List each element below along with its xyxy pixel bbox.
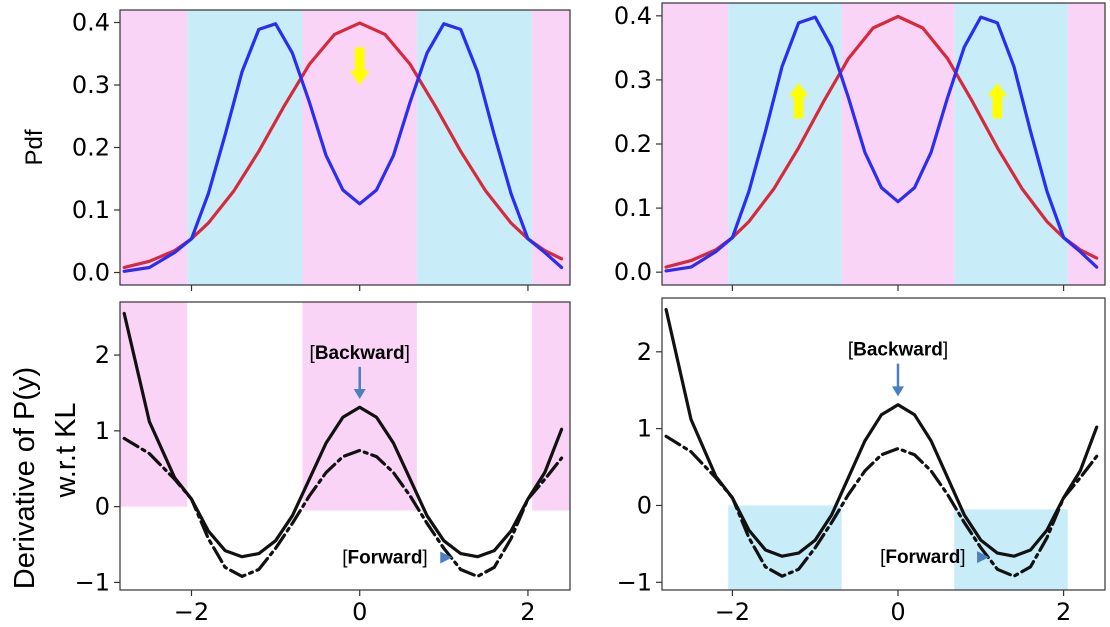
series-line-blue <box>122 22 564 273</box>
ytick-label: 0.3 <box>614 66 652 94</box>
yellow-arrow-up-icon <box>788 83 809 119</box>
plot-frame <box>661 297 1106 591</box>
shaded-region-blue <box>187 10 303 285</box>
ytick-label: 2 <box>637 338 652 366</box>
xtick-label: 2 <box>520 598 535 626</box>
ytick-label: 0.4 <box>614 2 652 30</box>
ytick-label: 0.2 <box>614 130 652 158</box>
shaded-region-blue <box>954 509 1068 590</box>
series-line-black-dashdot <box>122 436 564 578</box>
ylabel: Pdf <box>21 129 48 165</box>
shaded-region-pink <box>532 302 570 511</box>
shaded-region-pink <box>1067 3 1105 285</box>
series-line-blue <box>664 15 1099 273</box>
shaded-region-pink <box>841 3 955 285</box>
arrow-right-icon <box>977 551 990 564</box>
plot-area <box>664 307 1099 590</box>
chart-top-right: 0.0 0.1 0.2 0.3 0.4 <box>614 2 1106 291</box>
ytick-label: 0.2 <box>72 134 110 162</box>
plot-area <box>120 10 570 285</box>
arrow-right-icon <box>440 551 453 564</box>
ytick-label: 0.4 <box>72 9 110 37</box>
ytick-label: 1 <box>637 415 652 443</box>
shaded-region-pink <box>120 10 188 285</box>
ytick-label: 0.1 <box>72 196 110 224</box>
plot-frame <box>119 301 571 591</box>
shaded-region-blue <box>954 3 1068 285</box>
series-line-red <box>122 21 564 270</box>
chart-top-left: 0.0 0.1 0.2 0.3 0.4 Pdf <box>21 9 571 291</box>
ytick-label: 2 <box>95 341 110 369</box>
annotation-backward: [Backward] <box>848 340 948 361</box>
ytick-label: 0.0 <box>72 259 110 287</box>
chart-bottom-right: −1 0 1 2 −2 0 2 [Backward] [Forward] <box>617 297 1106 626</box>
series-line-black-dashdot <box>664 434 1099 578</box>
shaded-region-pink <box>532 10 570 285</box>
annotation-backward: [Backward] <box>310 343 410 364</box>
shaded-region-blue <box>728 3 842 285</box>
plot-area <box>662 3 1105 285</box>
ytick-label: 0 <box>637 491 652 519</box>
plot-area <box>120 302 570 578</box>
ytick-label: 0.0 <box>614 258 652 286</box>
yellow-arrow-down-icon <box>349 47 370 85</box>
arrow-down-icon <box>353 389 366 400</box>
shaded-region-pink <box>120 302 188 507</box>
xtick-label: 2 <box>1056 598 1071 626</box>
xtick-label: 0 <box>890 598 905 626</box>
shaded-region-blue <box>728 505 842 590</box>
xtick-label: 0 <box>352 598 367 626</box>
shared-ylabel-line2: w.r.t KL <box>50 402 82 498</box>
ytick-label: 0.3 <box>72 71 110 99</box>
shaded-region-pink <box>662 3 729 285</box>
arrow-down-icon <box>891 386 904 397</box>
series-line-black <box>664 307 1099 558</box>
ytick-label: −1 <box>75 568 110 596</box>
ytick-label: 0.1 <box>614 194 652 222</box>
xtick-label: −2 <box>715 598 750 626</box>
shaded-region-blue <box>416 10 533 285</box>
annotation-forward: [Forward] <box>880 547 966 568</box>
series-line-black <box>122 311 564 559</box>
shared-ylabel: Derivative of P(y) w.r.t KL <box>9 367 82 589</box>
yellow-arrow-up-icon <box>987 83 1008 119</box>
series-line-red <box>664 14 1099 269</box>
annotation-forward: [Forward] <box>342 547 428 568</box>
ytick-label: 1 <box>95 417 110 445</box>
ytick-label: 0 <box>95 493 110 521</box>
ytick-label: −1 <box>617 568 652 596</box>
shared-ylabel-line1: Derivative of P(y) <box>9 367 41 589</box>
xtick-label: −2 <box>174 598 209 626</box>
chart-bottom-left: −1 0 1 2 −2 0 2 [Backward] [Forward] <box>75 301 571 626</box>
